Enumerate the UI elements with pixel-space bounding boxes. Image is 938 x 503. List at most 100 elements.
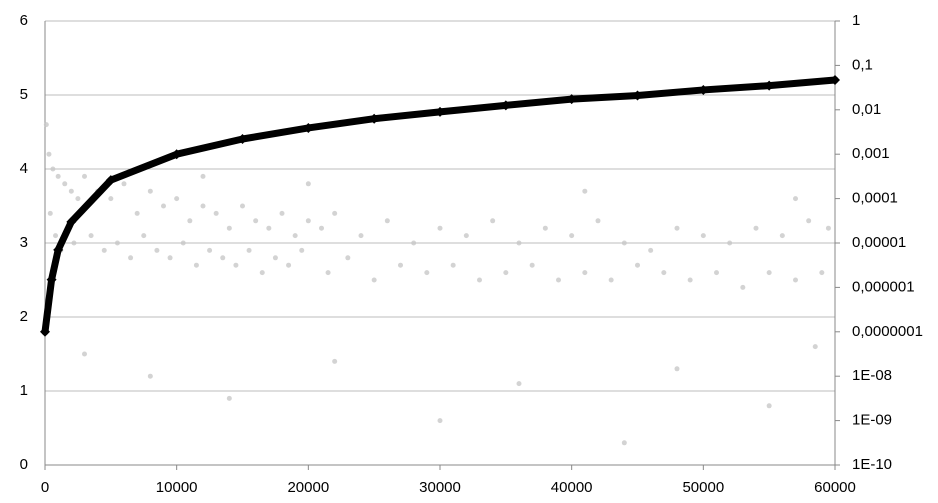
y2-tick-label: 0,1 bbox=[852, 56, 873, 73]
point bbox=[819, 270, 825, 276]
point bbox=[53, 233, 59, 239]
point bbox=[154, 247, 160, 253]
point bbox=[305, 218, 311, 224]
point bbox=[435, 106, 445, 117]
y2-tick-label: 1 bbox=[852, 12, 860, 29]
point bbox=[793, 196, 798, 202]
point bbox=[240, 203, 245, 209]
point bbox=[279, 210, 285, 216]
point bbox=[674, 366, 680, 372]
y-tick-label: 2 bbox=[20, 308, 28, 325]
series-line bbox=[41, 76, 839, 336]
x-tick-label: 10000 bbox=[156, 479, 198, 496]
point bbox=[207, 247, 213, 253]
point bbox=[812, 344, 818, 350]
point bbox=[740, 284, 746, 290]
point bbox=[47, 210, 53, 216]
point bbox=[542, 225, 548, 231]
point bbox=[299, 247, 305, 253]
y-tick-label: 1 bbox=[20, 382, 28, 399]
point bbox=[332, 358, 338, 364]
point bbox=[82, 351, 87, 357]
point bbox=[272, 255, 278, 261]
y2-tick-label: 0,01 bbox=[852, 101, 881, 118]
point bbox=[582, 270, 588, 276]
point bbox=[68, 188, 74, 194]
point bbox=[582, 188, 588, 194]
point bbox=[141, 233, 147, 239]
point bbox=[171, 149, 182, 160]
y2-tick-label: 1E-08 bbox=[852, 367, 892, 384]
point bbox=[167, 255, 173, 261]
point bbox=[53, 244, 64, 255]
point bbox=[237, 133, 248, 144]
point bbox=[246, 247, 252, 253]
point bbox=[450, 262, 456, 268]
point bbox=[766, 403, 772, 409]
point bbox=[384, 218, 390, 224]
point bbox=[793, 277, 798, 283]
y2-tick-label: 0,001 bbox=[852, 145, 890, 162]
point bbox=[220, 255, 226, 261]
point bbox=[437, 225, 443, 231]
point bbox=[319, 225, 324, 231]
y2-tick-label: 1E-09 bbox=[852, 412, 892, 429]
point bbox=[369, 113, 380, 124]
point bbox=[292, 233, 298, 239]
point bbox=[635, 262, 640, 268]
point bbox=[147, 188, 153, 194]
point bbox=[700, 233, 706, 239]
point bbox=[305, 181, 311, 187]
point bbox=[753, 225, 759, 231]
point bbox=[477, 277, 482, 283]
point bbox=[398, 262, 403, 268]
point bbox=[766, 270, 772, 276]
point bbox=[161, 203, 166, 209]
point bbox=[43, 122, 49, 128]
point bbox=[101, 247, 107, 253]
point bbox=[121, 181, 127, 187]
y2-tick-label: 0,0000001 bbox=[852, 323, 923, 340]
point bbox=[566, 94, 577, 105]
point bbox=[698, 84, 709, 95]
point bbox=[134, 210, 140, 216]
point bbox=[46, 151, 52, 157]
y-tick-label: 3 bbox=[20, 234, 28, 251]
point bbox=[516, 240, 522, 246]
point bbox=[411, 240, 417, 246]
point bbox=[108, 196, 114, 202]
y2-tick-label: 0,000001 bbox=[852, 278, 915, 295]
y2-tick-label: 1E-10 bbox=[852, 456, 892, 473]
point bbox=[200, 203, 206, 209]
point bbox=[174, 196, 180, 202]
point bbox=[674, 225, 680, 231]
point bbox=[71, 240, 77, 246]
y-tick-label: 5 bbox=[20, 86, 28, 103]
point bbox=[128, 255, 134, 261]
point bbox=[193, 262, 199, 268]
point bbox=[266, 225, 272, 231]
point bbox=[608, 277, 614, 283]
y2-tick-label: 0,0001 bbox=[852, 190, 898, 207]
point bbox=[764, 80, 775, 91]
point bbox=[325, 270, 331, 276]
point bbox=[253, 218, 259, 224]
point bbox=[213, 210, 219, 216]
point bbox=[82, 173, 87, 179]
point bbox=[569, 233, 575, 239]
x-tick-label: 60000 bbox=[814, 479, 856, 496]
y-tick-label: 0 bbox=[20, 456, 28, 473]
point bbox=[714, 270, 719, 276]
point bbox=[424, 270, 430, 276]
point bbox=[529, 262, 535, 268]
point bbox=[286, 262, 292, 268]
point bbox=[358, 233, 364, 239]
point bbox=[114, 240, 120, 246]
point bbox=[779, 233, 785, 239]
point bbox=[105, 175, 116, 186]
point bbox=[259, 270, 265, 276]
point bbox=[503, 270, 509, 276]
point bbox=[371, 277, 377, 283]
x-tick-label: 30000 bbox=[419, 479, 461, 496]
